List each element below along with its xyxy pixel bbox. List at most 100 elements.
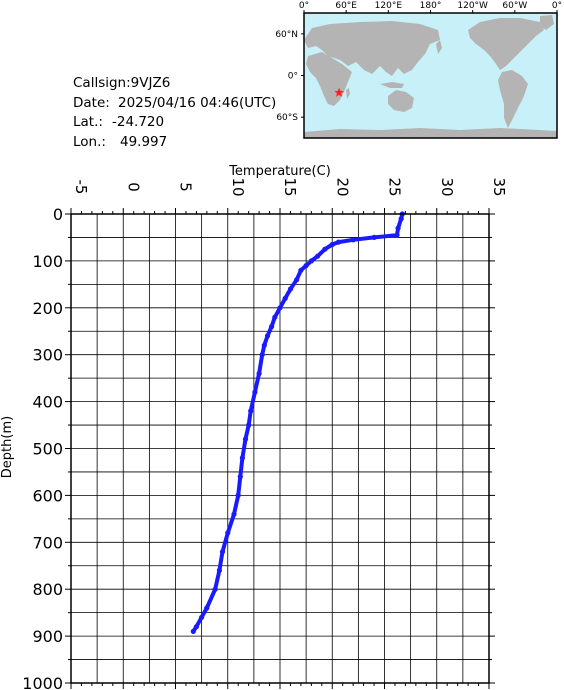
y-tick-label: 0 xyxy=(53,205,63,224)
data-point xyxy=(350,237,356,243)
data-point xyxy=(282,295,288,301)
y-tick-label: 700 xyxy=(32,533,63,552)
antarctica-landmass xyxy=(304,128,557,138)
data-point xyxy=(231,511,237,517)
data-point xyxy=(225,530,231,536)
plot-frame xyxy=(70,213,490,684)
lon-label: Lon.: xyxy=(73,134,106,150)
data-point xyxy=(239,455,245,461)
y-tick-label: 900 xyxy=(32,627,63,646)
data-point xyxy=(294,277,300,283)
temperature-profile-line xyxy=(191,212,405,634)
madagascar-landmass xyxy=(346,88,350,99)
lat-value: -24.720 xyxy=(112,114,164,130)
data-point xyxy=(212,586,218,592)
x-tick-label: 35 xyxy=(490,177,508,196)
data-point xyxy=(199,614,205,620)
data-point xyxy=(190,628,196,635)
x-tick-label: 30 xyxy=(438,177,456,196)
x-tick-label: 20 xyxy=(333,177,351,196)
data-point xyxy=(277,305,283,311)
eurasia-landmass xyxy=(304,21,440,76)
data-point xyxy=(315,253,321,259)
data-point xyxy=(335,239,342,245)
map-lon-tick-label: 0° xyxy=(299,1,309,11)
y-tick-label: 200 xyxy=(32,299,63,318)
x-tick-label: 5 xyxy=(177,182,195,192)
x-tick-label: 10 xyxy=(229,177,247,196)
x-tick-label: 15 xyxy=(281,177,299,196)
x-tick-labels: -5 0 5 10 15 20 25 30 35 xyxy=(72,177,508,196)
data-point xyxy=(216,567,222,574)
y-tick-label: 800 xyxy=(32,580,63,599)
map-lat-tick-label: 60°N xyxy=(275,30,298,40)
y-tick-label: 600 xyxy=(32,486,63,505)
map-lon-tick-label: 120°E xyxy=(375,1,403,11)
data-point xyxy=(287,286,294,292)
australia-landmass xyxy=(388,90,414,112)
indonesia-islands xyxy=(380,82,404,88)
map-lon-tick-label: 60°E xyxy=(335,1,357,11)
date-value: 2025/04/16 04:46(UTC) xyxy=(118,95,276,111)
map-lon-tick-label: 180° xyxy=(420,1,442,11)
south-america-landmass xyxy=(498,70,528,128)
data-point xyxy=(264,333,271,339)
data-point xyxy=(235,492,241,498)
x-tick-label: 0 xyxy=(124,182,142,192)
data-point xyxy=(371,234,377,240)
data-point xyxy=(252,389,258,395)
map-lon-tick-label: 60°W xyxy=(502,1,527,11)
grid-layer xyxy=(71,214,489,683)
data-point xyxy=(204,605,210,611)
lon-value: 49.997 xyxy=(120,134,167,150)
x-tick-label: 25 xyxy=(386,177,404,196)
series-layer xyxy=(190,211,405,635)
map-lat-ticks: 60°N 0° 60°S xyxy=(275,30,304,123)
y-tick-label: 500 xyxy=(32,440,63,459)
data-point xyxy=(298,267,304,273)
map-lon-ticks: 0° 60°E 120°E 180° 120°W 60°W 0° xyxy=(299,1,562,13)
greenland-landmass xyxy=(540,15,554,30)
data-point xyxy=(395,225,401,231)
data-point xyxy=(246,422,252,428)
data-point xyxy=(256,370,262,377)
data-point xyxy=(237,474,243,480)
x-tick-label: -5 xyxy=(72,180,90,195)
data-point xyxy=(219,549,226,555)
data-point xyxy=(242,436,249,442)
location-marker-star xyxy=(334,87,344,97)
data-point xyxy=(394,232,400,238)
data-point xyxy=(259,352,265,358)
data-point xyxy=(269,324,275,330)
station-info: Callsign:9VJZ6 Date: 2025/04/16 04:46(UT… xyxy=(73,75,276,150)
map-lat-tick-label: 60°S xyxy=(276,113,298,123)
world-map: 0° 60°E 120°E 180° 120°W 60°W 0° 60°N 0° 60°S xyxy=(275,1,562,139)
japan-islands xyxy=(436,40,442,54)
y-tick-label: 100 xyxy=(32,252,63,271)
data-point xyxy=(261,342,267,348)
data-point xyxy=(398,216,404,222)
y-tick-label: 1000 xyxy=(22,674,63,690)
lat-label: Lat.: xyxy=(73,114,103,130)
y-axis-label: Depth(m) xyxy=(0,416,15,478)
y-tick-label: 300 xyxy=(32,346,63,365)
data-point xyxy=(248,408,254,414)
data-point xyxy=(329,241,335,248)
north-america-landmass xyxy=(468,18,544,70)
profile-chart: Temperature(C) Depth(m) -5 0 5 10 15 20 25 30 35… xyxy=(0,164,508,690)
y-tick-labels: 0 100 200 300 400 500 600 700 800 900 1000 xyxy=(22,205,63,690)
callsign-text: Callsign:9VJZ6 xyxy=(73,75,170,91)
map-marker-layer xyxy=(334,87,344,97)
map-lon-tick-label: 120°W xyxy=(457,1,488,11)
data-point xyxy=(308,258,314,264)
data-point xyxy=(322,246,328,252)
data-point xyxy=(303,263,309,269)
date-label: Date: xyxy=(73,95,110,111)
data-point xyxy=(272,314,278,320)
map-lon-tick-label: 0° xyxy=(552,1,562,11)
map-lat-tick-label: 0° xyxy=(288,72,298,82)
x-axis-label: Temperature(C) xyxy=(228,164,331,179)
y-tick-label: 400 xyxy=(32,393,63,412)
data-point xyxy=(193,624,199,630)
